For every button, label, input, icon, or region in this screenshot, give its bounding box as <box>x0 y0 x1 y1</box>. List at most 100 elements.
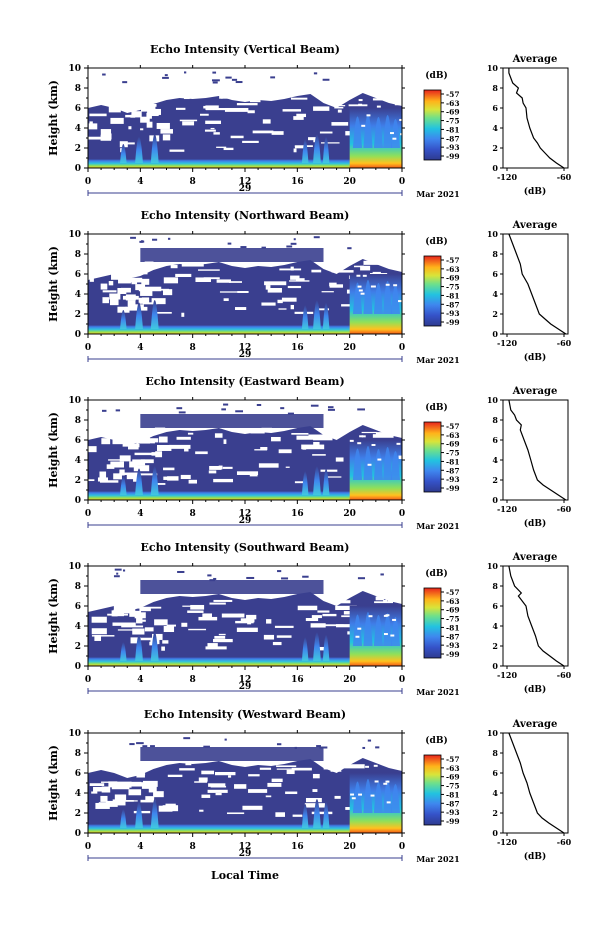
data-gap <box>163 277 179 284</box>
y-tick-label: 4 <box>75 290 81 300</box>
data-gap <box>214 635 226 639</box>
colorbar-tick-label: -57 <box>446 90 460 99</box>
avg-frame <box>502 565 569 667</box>
storm-cell <box>352 614 363 646</box>
data-gap <box>181 263 204 267</box>
data-gap <box>230 135 244 139</box>
date-label: Mar 2021 <box>416 355 459 365</box>
storm-cell <box>352 781 363 813</box>
echo-plume <box>135 801 143 828</box>
x-tick-label: 20 <box>343 509 356 519</box>
date-label: Mar 2021 <box>416 854 459 864</box>
avg-y-tick-label: 2 <box>492 143 498 153</box>
data-gap <box>210 127 215 130</box>
data-gap <box>127 270 148 275</box>
avg-y-tick-label: 6 <box>492 768 498 778</box>
data-gap <box>258 463 279 468</box>
echo-plume <box>301 804 309 828</box>
echo-speck <box>142 745 148 748</box>
avg-y-tick-label: 10 <box>487 728 499 738</box>
storm-cell <box>390 285 401 314</box>
data-gap <box>301 444 325 450</box>
data-gap <box>250 431 265 434</box>
y-tick-label: 8 <box>75 250 81 260</box>
data-gap <box>240 618 255 623</box>
echo-speck <box>357 577 366 580</box>
y-tick-label: 4 <box>75 456 81 466</box>
echo-speck <box>203 745 210 748</box>
x-tick-label: 4 <box>137 842 143 852</box>
avg-x-label: (dB) <box>524 352 546 363</box>
data-gap <box>140 116 150 123</box>
data-gap <box>101 786 111 793</box>
data-gap <box>148 786 157 793</box>
avg-x-tick-label: -60 <box>557 172 572 182</box>
data-gap <box>125 602 132 609</box>
data-gap <box>152 633 163 640</box>
data-gap <box>187 610 204 613</box>
data-gap <box>207 789 228 793</box>
data-gap <box>91 791 98 794</box>
avg-y-tick-label: 6 <box>492 103 498 113</box>
colorbar-tick-label: -87 <box>446 300 460 309</box>
avg-y-tick-label: 0 <box>492 329 498 339</box>
data-gap <box>242 140 259 143</box>
data-gap <box>366 114 371 117</box>
storm-cell <box>383 447 393 480</box>
echo-plume <box>150 632 159 661</box>
data-gap <box>296 113 307 118</box>
y-tick-label: 2 <box>75 642 81 652</box>
data-gap <box>394 103 402 106</box>
data-gap <box>290 304 294 310</box>
data-gap <box>278 308 287 310</box>
data-gap <box>123 142 135 145</box>
data-gap <box>184 447 189 452</box>
y-tick-label: 0 <box>75 662 81 672</box>
data-gap <box>154 311 172 314</box>
data-gap <box>140 289 153 296</box>
data-gap <box>360 265 371 271</box>
data-gap <box>136 437 150 444</box>
data-gap <box>248 789 268 793</box>
data-gap <box>114 794 127 801</box>
y-tick-label: 6 <box>75 436 81 446</box>
data-gap <box>371 285 376 288</box>
data-gap <box>163 626 175 633</box>
echo-speck <box>287 412 294 415</box>
colorbar-unit: (dB) <box>425 236 447 247</box>
data-gap <box>94 634 102 641</box>
data-gap <box>118 277 131 284</box>
avg-panel: Average 0 2 4 6 8 10 -120 -60 (dB) <box>487 386 572 529</box>
x-tick-label: 8 <box>190 675 196 685</box>
data-gap <box>361 431 377 434</box>
upper-echo <box>140 580 324 594</box>
data-gap <box>305 797 322 803</box>
data-gap <box>265 795 272 798</box>
data-gap <box>396 442 401 445</box>
data-gap <box>281 297 297 302</box>
data-gap <box>320 469 338 472</box>
data-gap <box>100 795 108 802</box>
data-gap <box>128 443 139 450</box>
data-gap <box>183 94 190 100</box>
data-gap <box>132 628 145 635</box>
day-label: 29 <box>239 350 252 360</box>
data-gap <box>220 94 245 99</box>
echo-plume <box>301 139 309 163</box>
data-gap <box>88 479 95 482</box>
y-tick-label: 10 <box>68 230 81 240</box>
x-tick-label: 0 <box>85 343 91 353</box>
echo-speck <box>113 575 120 578</box>
echo-speck <box>319 746 328 749</box>
x-tick-label: 12 <box>239 842 252 852</box>
data-gap <box>304 803 325 808</box>
y-tick-label: 2 <box>75 476 81 486</box>
avg-frame <box>502 67 569 169</box>
avg-panel: Average 0 2 4 6 8 10 -120 -60 (dB) <box>487 220 572 363</box>
data-gap <box>88 123 98 130</box>
echo-speck <box>367 739 372 742</box>
surface-band <box>88 159 402 168</box>
data-gap <box>153 791 164 798</box>
echo-speck <box>114 568 122 571</box>
